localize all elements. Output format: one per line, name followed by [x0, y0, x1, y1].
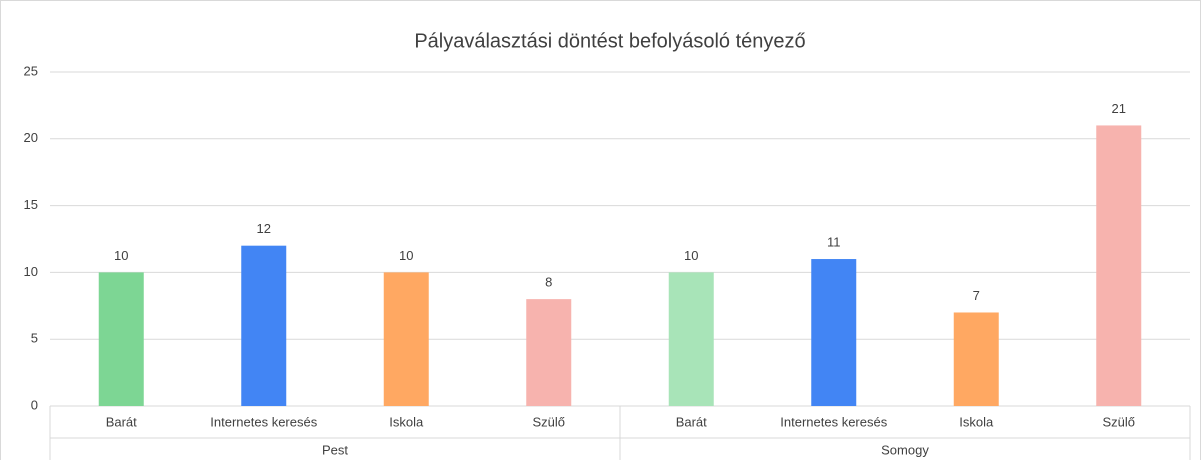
bar [1096, 125, 1142, 406]
data-label: 10 [114, 248, 128, 263]
data-label: 10 [684, 248, 698, 263]
x-tick-label: Szülő [1102, 414, 1135, 429]
group-label: Pest [322, 442, 348, 457]
data-label: 11 [827, 234, 841, 249]
x-tick-label: Iskola [959, 414, 994, 429]
y-tick-label: 20 [24, 130, 38, 145]
y-tick-label: 0 [31, 397, 38, 412]
x-tick-label: Barát [106, 414, 137, 429]
x-tick-label: Iskola [389, 414, 424, 429]
x-tick-label: Internetes keresés [780, 414, 887, 429]
bar [668, 272, 714, 406]
bar [811, 259, 857, 406]
bar [526, 299, 572, 406]
data-label: 8 [545, 275, 552, 290]
bar [241, 245, 287, 406]
data-label: 7 [973, 288, 980, 303]
data-label: 10 [399, 248, 413, 263]
x-tick-label: Szülő [532, 414, 565, 429]
data-label: 12 [257, 221, 271, 236]
bar [383, 272, 429, 406]
data-label: 21 [1112, 101, 1126, 116]
y-tick-label: 25 [24, 63, 38, 78]
bar [953, 312, 999, 406]
x-tick-label: Barát [676, 414, 707, 429]
y-tick-label: 5 [31, 331, 38, 346]
chart-title: Pályaválasztási döntést befolyásoló tény… [414, 30, 805, 52]
x-tick-label: Internetes keresés [210, 414, 317, 429]
y-tick-label: 10 [24, 264, 38, 279]
bar [98, 272, 144, 406]
y-tick-label: 15 [24, 197, 38, 212]
group-label: Somogy [881, 442, 929, 457]
